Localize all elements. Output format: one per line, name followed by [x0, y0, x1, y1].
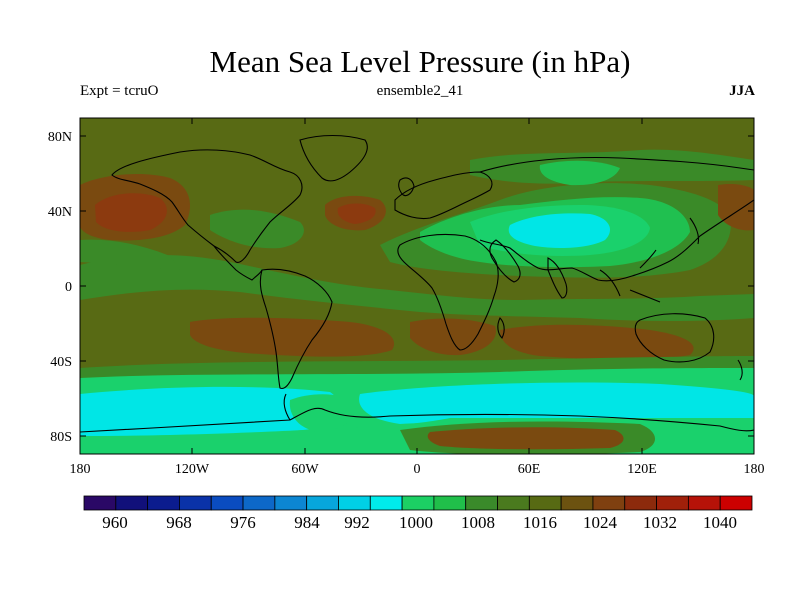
season-label: JJA [729, 83, 755, 99]
japan-coast [689, 217, 700, 245]
experiment-label: Expt = tcruO [80, 83, 159, 99]
lon-tick-label: 0 [414, 462, 421, 477]
lon-tick-label: 60E [518, 462, 541, 477]
colorbar-swatch [656, 495, 689, 511]
lat-tick-label: 40S [50, 355, 72, 370]
longitude-axis: 180 120W 60W 0 60E 120E 180 [70, 118, 765, 477]
north-america-coast [111, 149, 303, 263]
madagascar-coast [497, 317, 505, 339]
colorbar-swatch [115, 495, 149, 511]
latitude-axis: 80N 40N 0 40S 80S [48, 130, 754, 445]
australia-coast [634, 313, 715, 363]
north-pacific-high-1028 [95, 193, 167, 232]
colorbar-swatch [497, 495, 530, 511]
colorbar-swatch [401, 495, 435, 511]
colorbar-swatch [624, 495, 657, 511]
lon-tick-label: 60W [291, 462, 319, 477]
colorbar-swatch [592, 495, 626, 511]
south-pacific-high-1024 [190, 317, 395, 357]
colorbar-label: 1000 [399, 513, 433, 532]
lat-tick-label: 0 [65, 280, 72, 295]
antarctic-peninsula-coast [283, 393, 291, 421]
colorbar-label: 1016 [523, 513, 557, 532]
southern-ocean-low-1000 [80, 386, 339, 436]
colorbar [83, 495, 753, 511]
plot-title: Mean Sea Level Pressure (in hPa) [209, 44, 631, 79]
colorbar-swatch [83, 495, 117, 511]
colorbar-swatch [719, 495, 753, 511]
north-pacific-high-east-1024 [718, 183, 754, 231]
colorbar-label: 992 [344, 513, 370, 532]
lon-tick-label: 120W [175, 462, 210, 477]
colorbar-swatch [179, 495, 212, 511]
colorbar-swatch [274, 495, 308, 511]
arabia-coast [489, 239, 521, 283]
colorbar-swatch [242, 495, 276, 511]
colorbar-swatch [433, 495, 467, 511]
lat-tick-label: 40N [48, 205, 72, 220]
lat-tick-label: 80N [48, 130, 72, 145]
colorbar-label: 1032 [643, 513, 677, 532]
colorbar-swatch [338, 495, 371, 511]
colorbar-swatch [687, 495, 721, 511]
azores-high-1028 [337, 203, 376, 224]
colorbar-label: 1008 [461, 513, 495, 532]
arctic-low-1012 [539, 160, 620, 186]
colorbar-swatch [465, 495, 498, 511]
colorbar-swatch [560, 495, 594, 511]
antarctic-interior-1024 [427, 427, 624, 450]
south-atlantic-high-1024 [410, 318, 496, 356]
colorbar-swatch [528, 495, 562, 511]
tropical-band-east-pacific [80, 254, 754, 321]
colorbar-labels: 960 968 976 984 992 1000 1008 1016 1024 … [102, 513, 737, 532]
india-coast [547, 257, 568, 299]
southeast-asia-coast [599, 249, 661, 303]
tropical-band-west [80, 239, 180, 270]
asia-low-1000 [508, 213, 610, 248]
lon-tick-label: 180 [744, 462, 765, 477]
colorbar-swatch [369, 495, 403, 511]
uk-coast [398, 177, 415, 197]
colorbar-swatch [306, 495, 339, 511]
coastlines [80, 135, 754, 433]
central-america-coast [213, 245, 263, 281]
colorbar-label: 968 [166, 513, 192, 532]
europe-coast [394, 171, 493, 220]
colorbar-swatch [147, 495, 180, 511]
greenland-coast [299, 135, 368, 182]
africa-coast [397, 233, 499, 351]
colorbar-swatch [210, 495, 244, 511]
colorbar-label: 976 [230, 513, 256, 532]
asia-coast [479, 156, 754, 282]
lon-tick-label: 120E [627, 462, 657, 477]
colorbar-label: 984 [294, 513, 320, 532]
indian-ocean-high-1024 [500, 324, 694, 360]
antarctica-coast [80, 407, 754, 433]
south-america-coast [259, 268, 333, 390]
new-zealand-coast [737, 359, 743, 381]
southern-ocean-low-east-1000 [359, 382, 754, 441]
colorbar-label: 1024 [583, 513, 618, 532]
pressure-field [80, 118, 754, 454]
weddell-1008 [289, 394, 356, 432]
north-atlantic-1016 [210, 209, 304, 249]
lat-tick-label: 80S [50, 430, 72, 445]
ensemble-label: ensemble2_41 [376, 83, 464, 99]
colorbar-label: 960 [102, 513, 128, 532]
colorbar-label: 1040 [703, 513, 737, 532]
lon-tick-label: 180 [70, 462, 91, 477]
